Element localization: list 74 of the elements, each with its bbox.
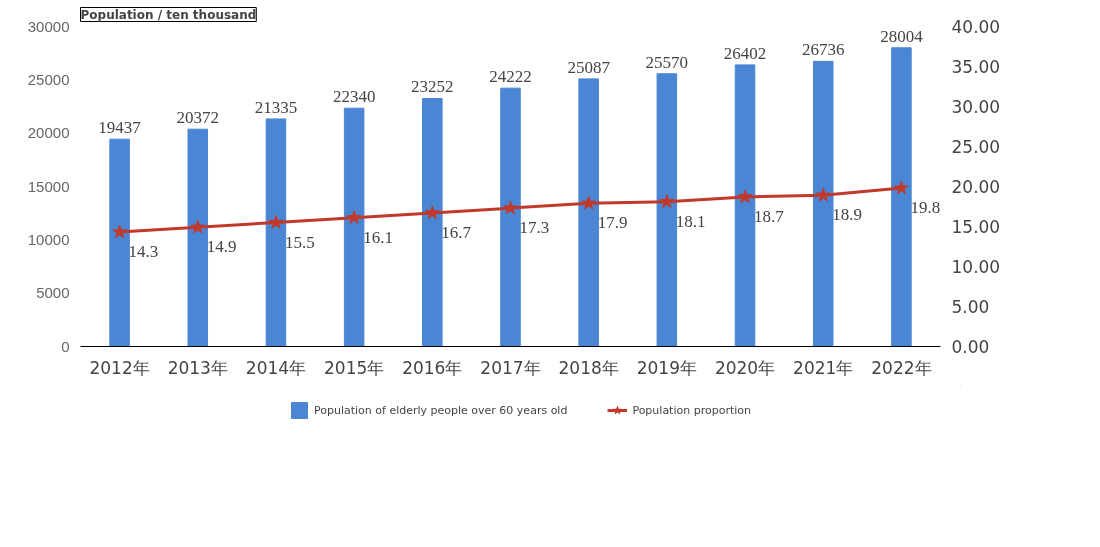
point — [581, 195, 596, 210]
x-tick-label: 2012年 — [89, 357, 150, 378]
y2-tick-label: 20.00 — [951, 177, 1001, 197]
point — [268, 215, 284, 229]
y2-tick-label: 40.00 — [951, 17, 1001, 37]
y-tick-label: 30000 — [27, 17, 70, 35]
point — [190, 219, 205, 234]
data-label: 20372 — [176, 108, 220, 128]
bar — [500, 87, 521, 347]
legend-label: Population proportion — [632, 403, 751, 417]
bar — [343, 107, 365, 347]
bar — [109, 138, 130, 347]
data-label: 21335 — [254, 97, 298, 117]
point — [346, 210, 362, 224]
y2-tick-label: 35.00 — [951, 57, 1001, 77]
data-label: 26402 — [723, 43, 767, 63]
y-tick-label: 0 — [61, 337, 70, 355]
data-label: 16.7 — [441, 222, 472, 242]
data-label: 18.7 — [754, 206, 785, 226]
point — [816, 187, 831, 202]
x-tick-label: 2016年 — [402, 357, 463, 378]
y2-tick-label: 15.00 — [951, 217, 1001, 237]
x-tick-label: 2013年 — [167, 357, 228, 378]
x-tick-label: 2019年 — [636, 357, 697, 378]
bar — [734, 64, 756, 347]
data-label: 25087 — [567, 57, 611, 77]
bar — [422, 97, 443, 347]
point — [425, 205, 440, 220]
data-label: 17.3 — [519, 218, 550, 238]
point — [659, 194, 675, 208]
y2-tick-label: 25.00 — [951, 137, 1001, 157]
bar — [578, 78, 599, 347]
data-label: 26736 — [801, 40, 845, 60]
y2-tick-label: 5.00 — [951, 297, 990, 317]
data-label: 25570 — [645, 52, 689, 72]
data-label: 14.9 — [206, 237, 237, 257]
data-label: 19.8 — [910, 198, 941, 218]
y-tick-label: 20000 — [27, 124, 70, 142]
data-label: 17.9 — [597, 213, 628, 233]
x-tick-label: 2017年 — [480, 357, 541, 378]
x-tick-label: 2015年 — [324, 357, 385, 378]
x-tick-label: 2014年 — [245, 357, 307, 378]
y2-tick-label: 10.00 — [951, 257, 1001, 277]
x-tick-label: 2022年 — [871, 357, 932, 378]
y-tick-label: 10000 — [27, 230, 70, 248]
point — [894, 180, 909, 195]
bar — [187, 128, 209, 347]
bar — [891, 47, 912, 347]
data-label: 28004 — [880, 26, 924, 46]
bar — [812, 60, 834, 347]
x-tick-label: 2021年 — [793, 357, 854, 378]
y2-tick-label: 30.00 — [951, 97, 1001, 117]
data-label: 22340 — [332, 87, 376, 107]
y-tick-label: 25000 — [27, 70, 70, 88]
data-label: 18.9 — [832, 205, 862, 225]
point — [503, 200, 518, 215]
data-label: 19437 — [98, 118, 142, 138]
legend-label: Population of elderly people over 60 years old — [314, 403, 568, 417]
point — [737, 189, 753, 204]
y-axis-title: Population / ten thousand — [80, 7, 257, 22]
data-label: 18.1 — [675, 211, 706, 231]
point — [112, 224, 127, 239]
x-tick-label: 2018年 — [558, 357, 619, 378]
data-label: 14.3 — [128, 242, 159, 262]
data-label: 24222 — [489, 67, 532, 87]
data-label: 16.1 — [363, 227, 393, 247]
data-label: 15.5 — [284, 232, 315, 252]
bar — [265, 118, 287, 347]
data-label: 23252 — [411, 77, 454, 97]
y-tick-label: 5000 — [36, 284, 70, 302]
x-tick-label: 2020年 — [714, 357, 776, 378]
y-tick-label: 15000 — [27, 177, 70, 195]
bar — [656, 73, 678, 347]
y2-tick-label: 0.00 — [951, 337, 990, 357]
